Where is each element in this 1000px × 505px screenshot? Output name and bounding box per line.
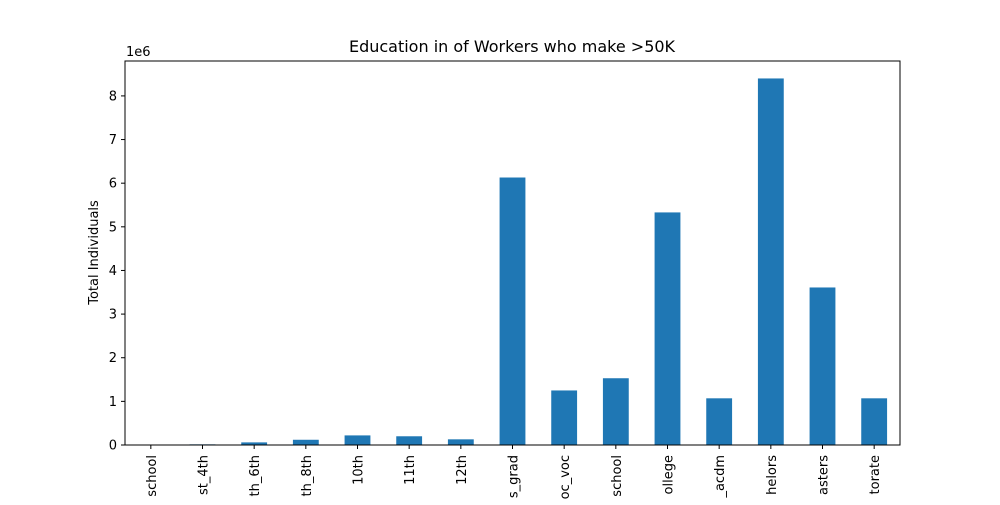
y-axis-ticks: 0 1 2 3 4 5 6 7 8: [109, 89, 125, 454]
y-tick-label: 0: [109, 439, 117, 454]
x-tick-label: th_6th: [248, 455, 263, 496]
x-tick-label: school: [145, 455, 160, 497]
x-tick-label: 11th: [403, 455, 418, 485]
bar: [757, 78, 784, 446]
bar: [396, 436, 423, 445]
x-tick-label: 12th: [455, 455, 470, 485]
bar: [861, 398, 888, 445]
y-tick-label: 2: [109, 351, 117, 366]
x-tick-label: st_4th: [197, 455, 212, 495]
bar: [447, 439, 474, 445]
y-tick-label: 5: [109, 220, 117, 235]
bar: [809, 287, 836, 445]
y-tick-label: 8: [109, 89, 117, 104]
y-axis-label: Total Individuals: [87, 200, 102, 306]
x-tick-label: torate: [868, 455, 883, 494]
chart-title: Education in of Workers who make >50K: [349, 37, 676, 56]
bar: [602, 378, 629, 445]
bar: [551, 390, 578, 445]
bar: [706, 398, 733, 445]
bar: [344, 435, 371, 445]
y-tick-label: 1: [109, 395, 117, 410]
bar: [499, 177, 526, 445]
y-tick-label: 7: [109, 133, 117, 148]
plot-frame: [124, 60, 901, 446]
y-tick-label: 3: [109, 308, 117, 323]
x-tick-label: helors: [765, 455, 780, 495]
x-tick-label: asters: [817, 455, 832, 495]
y-axis-scale-label: 1e6: [126, 45, 151, 60]
y-tick-label: 6: [109, 177, 117, 192]
x-tick-label: th_8th: [300, 455, 315, 496]
y-tick-label: 4: [109, 264, 117, 279]
bar: [241, 442, 268, 445]
bars-group: [189, 78, 888, 446]
x-tick-label: ollege: [662, 455, 677, 494]
x-tick-label: s_grad: [507, 455, 522, 498]
bar: [654, 212, 681, 445]
x-axis-ticks: school st_4th th_6th th_8th 10th 11th 12th s_gr…: [145, 445, 883, 499]
bar: [292, 439, 319, 445]
x-tick-label: 10th: [352, 455, 367, 485]
x-tick-label: school: [610, 455, 625, 497]
x-tick-label: oc_voc: [558, 455, 573, 499]
x-tick-label: _acdm: [713, 455, 728, 499]
